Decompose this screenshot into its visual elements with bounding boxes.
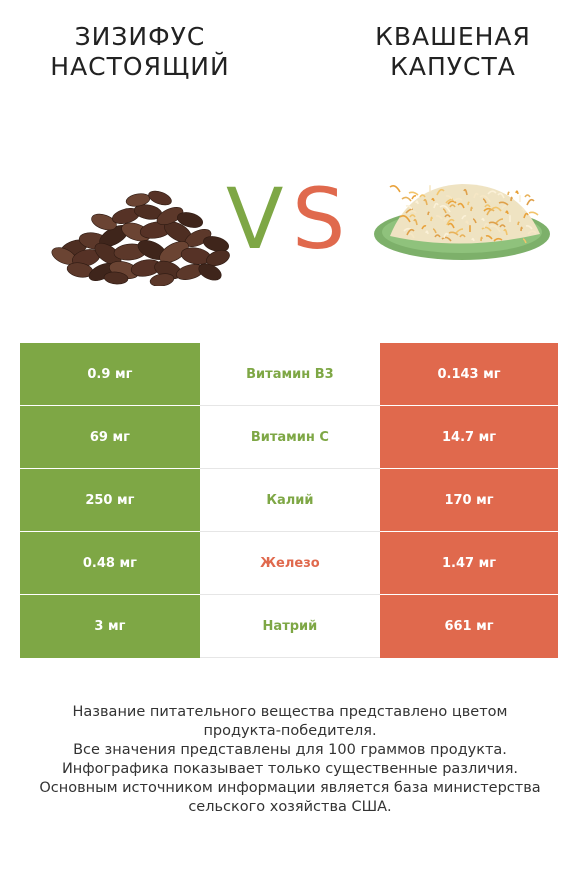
footer-line: Основным источником информации является …: [39, 780, 541, 796]
nutrient-name: Железо: [199, 531, 381, 594]
footer-notes: Название питательного вещества представл…: [10, 703, 570, 817]
nutrient-name: Витамин B3: [246, 366, 334, 382]
left-value: 69 мг: [20, 405, 200, 468]
right-value: 1.47 мг: [380, 531, 558, 594]
left-value: 3 мг: [20, 594, 200, 658]
vs-letter-s: S: [292, 170, 345, 258]
footer-line: Инфографика показывает только существенн…: [61, 761, 519, 777]
footer-line: Название питательного вещества представл…: [72, 704, 508, 720]
right-value: 0.143 мг: [380, 343, 558, 405]
footer-line: сельского хозяйства США.: [188, 799, 392, 815]
comparison-table: 0.9 мг Витамин B3 0.143 мг 69 мг Витамин C 14…: [20, 343, 558, 658]
comparison-row: 69 мг Витамин C 14.7 мг: [20, 405, 558, 468]
nutrient-name: Калий: [199, 468, 381, 531]
nutrient-name: Натрий: [199, 594, 381, 658]
right-value: 14.7 мг: [380, 405, 558, 468]
vs-label: V S: [226, 170, 345, 258]
comparison-row: 0.48 мг Железо 1.47 мг: [20, 531, 558, 594]
comparison-row: 0.9 мг Витамин B3 0.143 мг: [20, 343, 558, 405]
comparison-row: 3 мг Натрий 661 мг: [20, 594, 558, 658]
comparison-row: 250 мг Калий 170 мг: [20, 468, 558, 531]
vs-letter-v: V: [226, 170, 283, 258]
nutrient-name: Витамин C: [199, 405, 381, 468]
right-food-title: КВАШЕНАЯ КАПУСТА: [375, 22, 531, 81]
left-value: 0.9 мг: [20, 343, 200, 405]
footer-line: Все значения представлены для 100 граммо…: [73, 742, 507, 758]
cocoa-beans-icon: [51, 190, 230, 286]
sauerkraut-plate-icon: [374, 184, 550, 260]
right-value: 661 мг: [380, 594, 558, 658]
left-food-title: ЗИЗИФУС НАСТОЯЩИЙ: [50, 22, 230, 81]
right-value: 170 мг: [380, 468, 558, 531]
left-value: 250 мг: [20, 468, 200, 531]
footer-line: продукта-победителя.: [203, 723, 377, 739]
left-value: 0.48 мг: [20, 531, 200, 594]
